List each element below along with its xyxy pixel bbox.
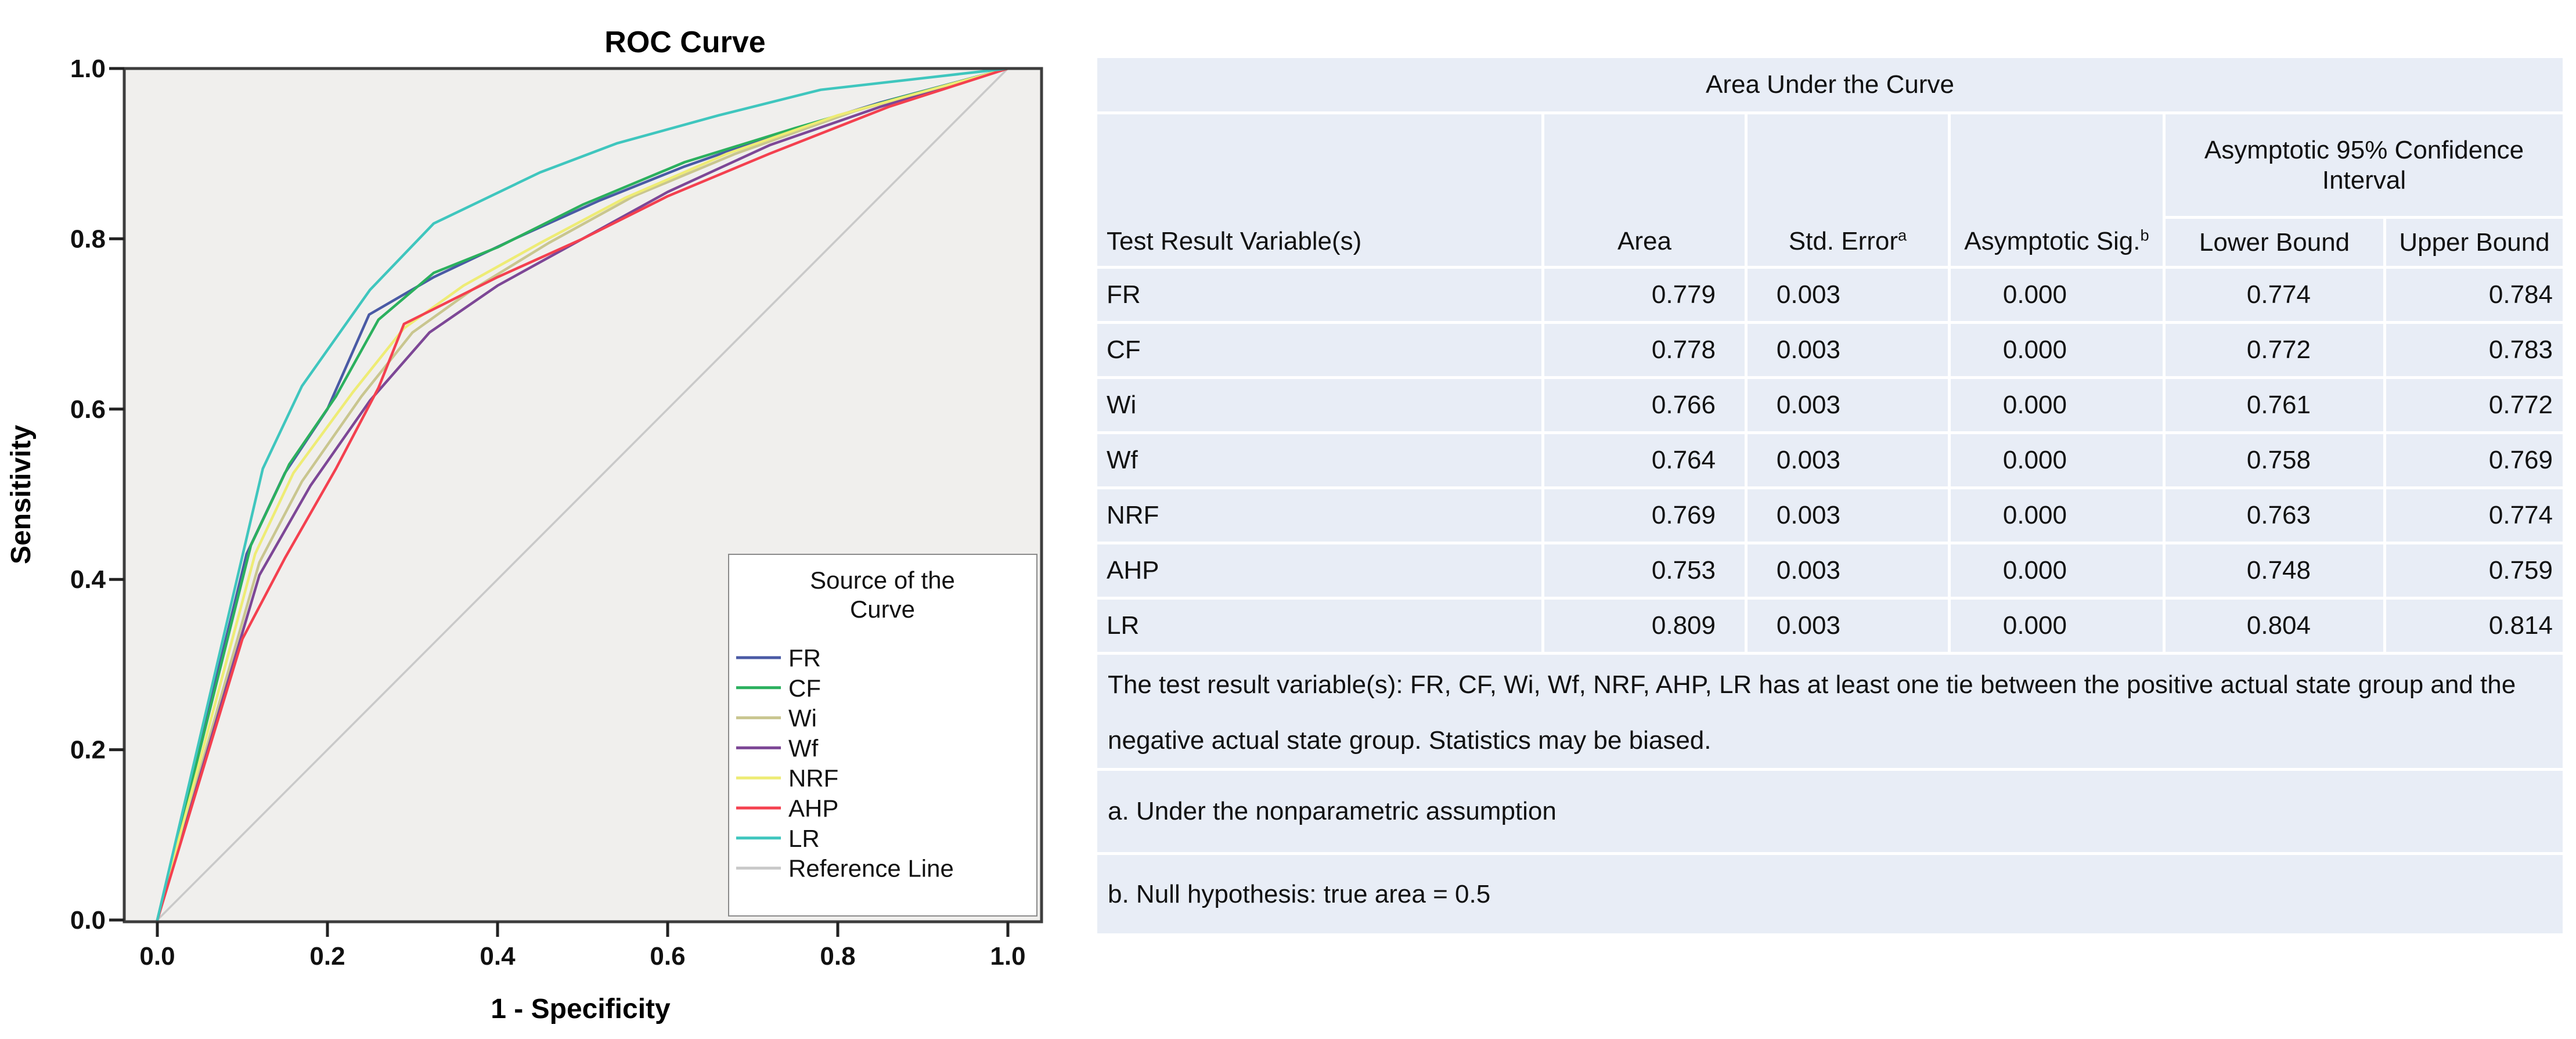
column-group-header-confidence-interval: Asymptotic 95% Confidence Interval	[2166, 114, 2563, 216]
legend-box	[728, 554, 1037, 917]
cell-test-result-variable: Wi	[1097, 379, 1541, 431]
legend-label-Wi: Wi	[788, 705, 817, 732]
cell-lower-bound: 0.772	[2166, 324, 2383, 376]
cell-area: 0.764	[1544, 434, 1745, 486]
y-tick-label: 0.6	[70, 395, 106, 424]
column-header-upper-bound: Upper Bound	[2386, 219, 2563, 266]
legend-title: Curve	[850, 596, 915, 623]
cell-asymptotic-sig: 0.000	[1951, 324, 2163, 376]
x-axis-label: 1 - Specificity	[491, 994, 671, 1024]
column-header-area: Area	[1544, 114, 1745, 266]
y-axis-label: Sensitivity	[6, 425, 37, 564]
cell-upper-bound: 0.783	[2386, 324, 2563, 376]
cell-std-error: 0.003	[1748, 600, 1948, 652]
roc-curve-Wf	[156, 67, 1010, 922]
cell-lower-bound: 0.761	[2166, 379, 2383, 431]
roc-curve-NRF	[156, 67, 1010, 922]
cell-asymptotic-sig: 0.000	[1951, 600, 2163, 652]
std-error-label: Std. Error	[1788, 227, 1898, 256]
cell-area: 0.778	[1544, 324, 1745, 376]
cell-lower-bound: 0.804	[2166, 600, 2383, 652]
cell-upper-bound: 0.784	[2386, 269, 2563, 321]
cell-upper-bound: 0.769	[2386, 434, 2563, 486]
x-tick-label: 1.0	[990, 942, 1025, 971]
legend-title: Source of the	[810, 567, 955, 594]
x-tick-label: 0.2	[309, 942, 345, 971]
cell-test-result-variable: LR	[1097, 600, 1541, 652]
roc-chart-panel: 0.0 0.2 0.4 0.6 0.8 1.0 0.0 0.2 0.4 0.6 0.8 1.0 ROC …	[0, 0, 1097, 1039]
chart-title: ROC Curve	[604, 26, 765, 59]
legend-label-FR: FR	[788, 644, 821, 672]
legend-label-Wf: Wf	[788, 734, 819, 762]
cell-asymptotic-sig: 0.000	[1951, 269, 2163, 321]
cell-std-error: 0.003	[1748, 379, 1948, 431]
column-header-lower-bound: Lower Bound	[2166, 219, 2383, 266]
cell-test-result-variable: AHP	[1097, 544, 1541, 597]
footnote-b-marker: b	[2140, 226, 2149, 244]
cell-upper-bound: 0.814	[2386, 600, 2563, 652]
cell-area: 0.769	[1544, 489, 1745, 542]
y-tick-label: 0.2	[70, 736, 106, 764]
auc-table: Area Under the Curve Test Result Variabl…	[1097, 58, 2563, 933]
roc-curve-LR	[156, 67, 1010, 922]
cell-asymptotic-sig: 0.000	[1951, 434, 2163, 486]
column-header-test-result-variables: Test Result Variable(s)	[1097, 114, 1541, 266]
cell-std-error: 0.003	[1748, 324, 1948, 376]
cell-test-result-variable: NRF	[1097, 489, 1541, 542]
roc-chart: 0.0 0.2 0.4 0.6 0.8 1.0 0.0 0.2 0.4 0.6 0.8 1.0 ROC …	[6, 26, 1043, 1024]
footnote-tie-note: The test result variable(s): FR, CF, Wi,…	[1097, 655, 2563, 768]
legend-label-AHP: AHP	[788, 795, 838, 822]
cell-asymptotic-sig: 0.000	[1951, 544, 2163, 597]
column-header-asymptotic-sig: Asymptotic Sig.b	[1951, 114, 2163, 266]
asymptotic-sig-label: Asymptotic Sig.	[1964, 227, 2141, 256]
column-header-std-error: Std. Errora	[1748, 114, 1948, 266]
legend-label-LR: LR	[788, 825, 820, 852]
y-tick-label: 0.8	[70, 225, 106, 253]
cell-area: 0.753	[1544, 544, 1745, 597]
cell-asymptotic-sig: 0.000	[1951, 379, 2163, 431]
cell-std-error: 0.003	[1748, 489, 1948, 542]
legend-label-CF: CF	[788, 674, 821, 702]
x-tick-label: 0.0	[139, 942, 175, 971]
cell-area: 0.766	[1544, 379, 1745, 431]
cell-lower-bound: 0.763	[2166, 489, 2383, 542]
plot-frame	[123, 67, 1043, 923]
cell-upper-bound: 0.772	[2386, 379, 2563, 431]
table-title: Area Under the Curve	[1097, 58, 2563, 111]
y-tick-label: 0.0	[70, 906, 106, 935]
x-tick-label: 0.6	[650, 942, 685, 971]
cell-test-result-variable: Wf	[1097, 434, 1541, 486]
y-tick-label: 1.0	[70, 55, 106, 83]
reference-line	[156, 67, 1009, 921]
legend-label-Reference Line: Reference Line	[788, 855, 954, 882]
cell-test-result-variable: FR	[1097, 269, 1541, 321]
cell-area: 0.809	[1544, 600, 1745, 652]
x-tick-label: 0.4	[480, 942, 516, 971]
cell-area: 0.779	[1544, 269, 1745, 321]
roc-curve-AHP	[156, 67, 1010, 922]
footnote-a: a. Under the nonparametric assumption	[1097, 771, 2563, 852]
cell-test-result-variable: CF	[1097, 324, 1541, 376]
cell-lower-bound: 0.758	[2166, 434, 2383, 486]
footnote-a-marker: a	[1898, 226, 1907, 244]
legend-label-NRF: NRF	[788, 764, 838, 792]
cell-std-error: 0.003	[1748, 434, 1948, 486]
cell-lower-bound: 0.748	[2166, 544, 2383, 597]
cell-upper-bound: 0.774	[2386, 489, 2563, 542]
cell-std-error: 0.003	[1748, 544, 1948, 597]
cell-asymptotic-sig: 0.000	[1951, 489, 2163, 542]
cell-lower-bound: 0.774	[2166, 269, 2383, 321]
y-tick-label: 0.4	[70, 565, 106, 594]
cell-upper-bound: 0.759	[2386, 544, 2563, 597]
cell-std-error: 0.003	[1748, 269, 1948, 321]
x-tick-label: 0.8	[820, 942, 855, 971]
footnote-b: b. Null hypothesis: true area = 0.5	[1097, 855, 2563, 933]
